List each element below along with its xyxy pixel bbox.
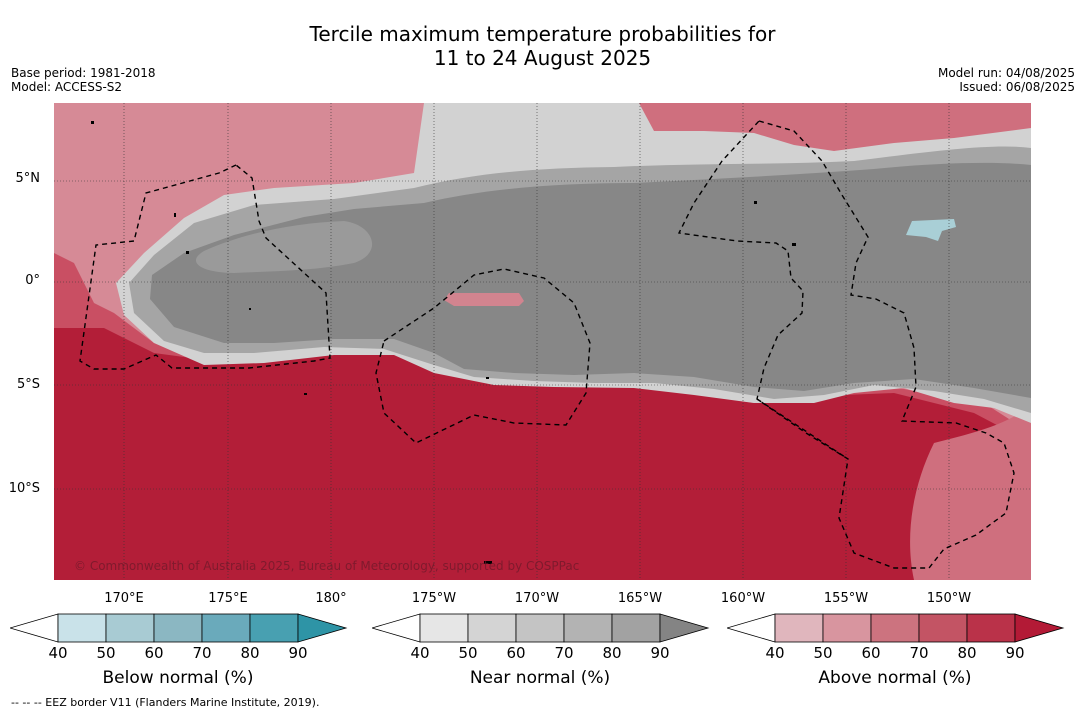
model-name: Model: ACCESS-S2 <box>11 80 123 94</box>
colorbar-above-segment <box>918 613 968 643</box>
below-tick-60: 60 <box>144 644 164 662</box>
below-normal-patch <box>906 219 956 241</box>
lon-label-165w: 165°W <box>617 591 663 606</box>
lon-label-170w: 170°W <box>514 591 560 606</box>
colorbar-near-segment <box>419 613 469 643</box>
colorbar-near-segment <box>467 613 517 643</box>
issued-date: Issued: 06/08/2025 <box>959 80 1075 94</box>
lon-label-180: 180° <box>315 591 347 606</box>
near-tick-60: 60 <box>506 644 526 662</box>
colorbar-below-segment <box>249 613 299 643</box>
near-tick-80: 80 <box>602 644 622 662</box>
colorbar-above-normal <box>727 613 1065 643</box>
colorbar-near-max-triangle <box>659 613 710 643</box>
meta-left: Base period: 1981-2018 Model: ACCESS-S2 <box>11 66 156 94</box>
colorbar-below-min-triangle <box>10 613 59 643</box>
lon-label-175e: 175°E <box>208 591 248 606</box>
base-period: Base period: 1981-2018 <box>11 66 156 80</box>
colorbar-above-segment <box>966 613 1016 643</box>
colorbar-near-segment <box>611 613 661 643</box>
lat-label-10s: 10°S <box>8 481 40 496</box>
lon-label-160w: 160°W <box>720 591 766 606</box>
below-tick-90: 90 <box>288 644 308 662</box>
grid-lines <box>54 103 1031 580</box>
title-line-2: 11 to 24 August 2025 <box>433 46 652 70</box>
colorbar-below-max-triangle <box>297 613 348 643</box>
colorbar-near-segment <box>515 613 565 643</box>
eez-footnote: -- -- -- EEZ border V11 (Flanders Marine… <box>11 696 320 709</box>
colorbar-near-segments <box>419 613 661 643</box>
lat-label-5s: 5°S <box>16 377 40 392</box>
colorbar-near-title: Near normal (%) <box>469 668 611 688</box>
model-run: Model run: 04/08/2025 <box>937 66 1075 80</box>
map-title: Tercile maximum temperature probabilitie… <box>0 22 1085 70</box>
near-tick-90: 90 <box>650 644 670 662</box>
near-tick-50: 50 <box>458 644 478 662</box>
lat-label-0: 0° <box>25 273 40 288</box>
colorbar-near-normal <box>372 613 710 643</box>
colorbar-below-segment <box>201 613 251 643</box>
colorbar-above-segments <box>774 613 1016 643</box>
below-tick-50: 50 <box>96 644 116 662</box>
lon-label-170e: 170°E <box>104 591 144 606</box>
lon-label-155w: 155°W <box>823 591 869 606</box>
meta-right: Model run: 04/08/2025 Issued: 06/08/2025 <box>938 66 1075 94</box>
colorbar-above-title: Above normal (%) <box>818 668 972 688</box>
below-tick-40: 40 <box>48 644 68 662</box>
colorbar-below-segment <box>105 613 155 643</box>
title-line-1: Tercile maximum temperature probabilitie… <box>309 22 776 46</box>
above-tick-90: 90 <box>1005 644 1025 662</box>
colorbar-above-min-triangle <box>727 613 776 643</box>
probability-map: © Commonwealth of Australia 2025, Bureau… <box>54 103 1031 580</box>
islands <box>91 121 796 564</box>
colorbar-below-title: Below normal (%) <box>102 668 254 688</box>
near-normal-high-region <box>150 162 1031 398</box>
above-tick-70: 70 <box>909 644 929 662</box>
above-normal-north-patch <box>639 103 1031 151</box>
above-normal-central-patch <box>444 293 524 306</box>
lon-label-150w: 150°W <box>926 591 972 606</box>
above-tick-60: 60 <box>861 644 881 662</box>
near-tick-40: 40 <box>410 644 430 662</box>
southeast-above-patch <box>910 403 1031 580</box>
below-tick-70: 70 <box>192 644 212 662</box>
colorbar-below-segments <box>57 613 299 643</box>
below-tick-80: 80 <box>240 644 260 662</box>
lat-label-5n: 5°N <box>15 171 41 186</box>
colorbar-above-max-triangle <box>1014 613 1065 643</box>
colorbar-near-segment <box>563 613 613 643</box>
colorbar-below-segment <box>153 613 203 643</box>
eez-borders <box>79 120 1015 569</box>
near-normal-light-patch <box>195 221 373 273</box>
colorbar-above-segment <box>870 613 920 643</box>
colorbar-below-normal <box>10 613 348 643</box>
colorbar-below-segment <box>57 613 107 643</box>
colorbar-above-segment <box>822 613 872 643</box>
above-tick-50: 50 <box>813 644 833 662</box>
above-tick-80: 80 <box>957 644 977 662</box>
copyright-notice: © Commonwealth of Australia 2025, Bureau… <box>74 559 579 573</box>
near-tick-70: 70 <box>554 644 574 662</box>
colorbar-above-segment <box>774 613 824 643</box>
above-tick-40: 40 <box>765 644 785 662</box>
lon-label-175w: 175°W <box>411 591 457 606</box>
colorbar-near-min-triangle <box>372 613 421 643</box>
